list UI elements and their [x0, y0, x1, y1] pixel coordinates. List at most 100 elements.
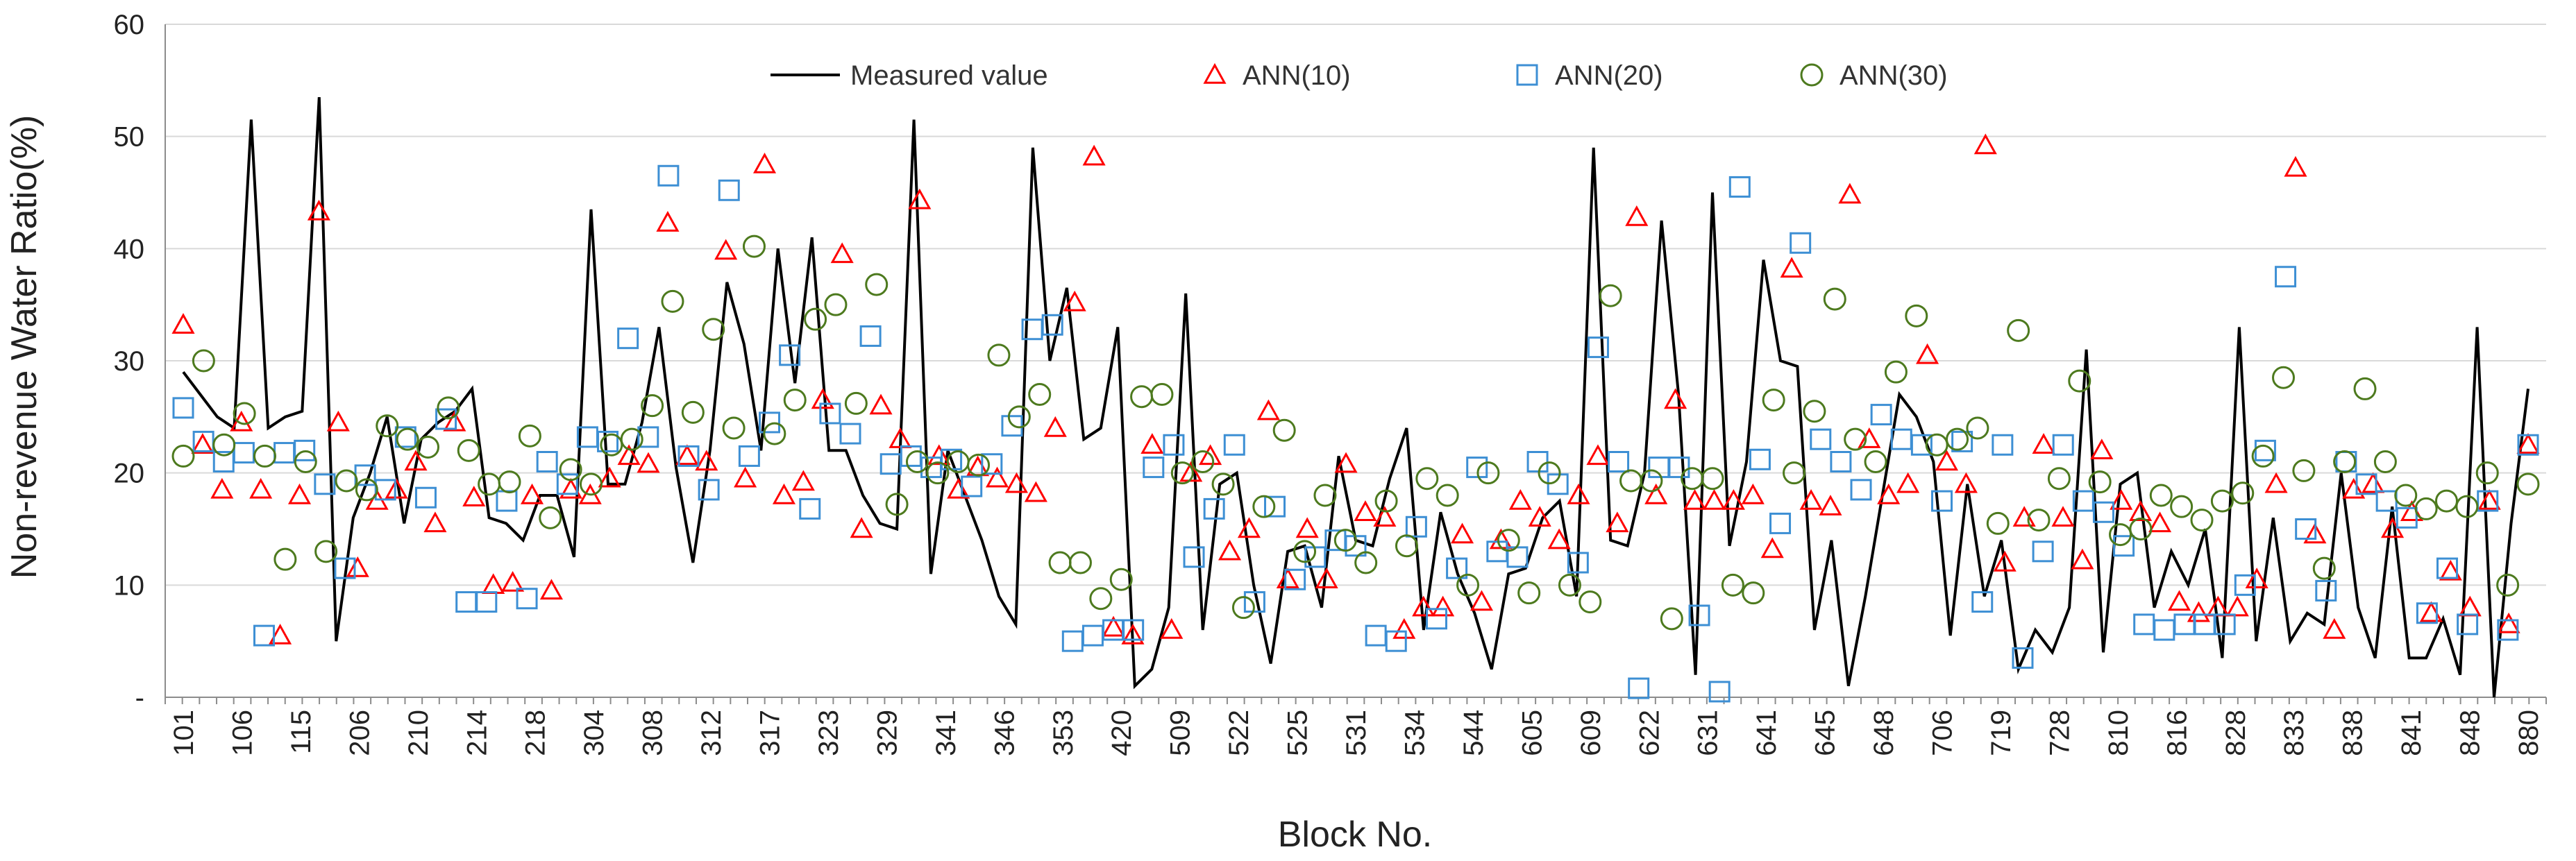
ann-10-point	[2148, 511, 2172, 533]
ann-30-point	[1231, 596, 1255, 620]
ann-30-point	[2007, 318, 2030, 342]
y-tick-label: 50	[114, 122, 145, 153]
y-tick-label: -	[135, 683, 144, 713]
ann-30-point	[2231, 481, 2255, 505]
ann-10-point	[346, 556, 369, 577]
ann-20-point	[597, 430, 619, 452]
ann-30-point	[824, 293, 848, 316]
ann-30-point	[1007, 405, 1031, 429]
legend-label: Measured value	[850, 60, 1048, 91]
ann-20-point	[1425, 608, 1447, 630]
ann-30-point	[987, 343, 1011, 367]
ann-20-point	[799, 497, 821, 520]
ann-10-point	[1644, 483, 1668, 504]
ann-20-point	[536, 451, 558, 472]
ann-30-point	[2129, 518, 2153, 540]
legend-swatch-marker	[1516, 64, 1538, 86]
ann-30-point	[1884, 360, 1908, 384]
ann-30-point	[1986, 511, 2010, 535]
ann-10-point	[2264, 472, 2288, 493]
ann-10-point	[734, 466, 757, 488]
ann-30-point	[1068, 551, 1092, 574]
ann-20-point	[374, 479, 396, 501]
ann-10-point	[249, 477, 273, 499]
ann-30-point	[2414, 497, 2438, 520]
ann-30-point	[1538, 461, 1561, 485]
ann-20-point	[759, 411, 780, 434]
ann-10-point	[927, 444, 951, 466]
ann-10-point	[695, 450, 718, 471]
ann-30-point	[661, 289, 684, 313]
ann-30-point	[2516, 472, 2540, 496]
ann-20-point	[637, 426, 659, 448]
x-tick-label: 848	[2455, 710, 2486, 756]
ann-30-point	[376, 414, 399, 438]
ann-30-point	[1170, 461, 1194, 485]
ann-10-point	[1140, 433, 1164, 454]
ann-30-point	[1109, 568, 1133, 591]
ann-20-point	[475, 591, 498, 613]
ann-20-point	[718, 179, 740, 201]
ann-10-point	[2110, 488, 2133, 510]
x-tick-label: 115	[286, 710, 317, 754]
ann-30-point	[1354, 551, 1378, 574]
ann-30-point	[539, 506, 562, 529]
ann-10-point	[1858, 427, 1881, 448]
x-tick-label: 525	[1283, 710, 1313, 756]
ann-30-point	[742, 235, 766, 258]
ann-30-point	[1762, 389, 1785, 412]
y-tick-label: 30	[114, 346, 145, 377]
ann-20-point	[516, 588, 538, 610]
ann-30-point	[2088, 470, 2112, 494]
ann-10-point	[1373, 506, 1397, 527]
ann-20-point	[698, 479, 720, 501]
ann-30-point	[2394, 484, 2418, 507]
x-tick-label: 353	[1048, 710, 1079, 756]
ann-20-point	[233, 442, 255, 464]
ann-10-point	[1276, 568, 1299, 588]
x-tick-label: 522	[1224, 710, 1254, 756]
ann-20-point	[1668, 457, 1690, 479]
ann-20-point	[738, 445, 760, 467]
ann-20-point	[839, 423, 861, 445]
ann-10-point	[850, 517, 873, 538]
ann-10-point	[1760, 537, 1784, 559]
ann-30-point	[437, 396, 460, 420]
ann-20-point	[1446, 557, 1468, 579]
ann-10-point	[1780, 257, 1803, 278]
ann-10-point	[1528, 506, 1551, 527]
ann-20-point	[2295, 518, 2317, 540]
y-tick-label: 20	[114, 459, 145, 489]
ann-10-point	[2129, 500, 2153, 521]
ann-10-point	[423, 511, 447, 533]
ann-10-point	[1838, 182, 1862, 204]
ann-10-point	[1004, 472, 1028, 493]
ann-20-point	[1870, 404, 1892, 426]
ann-20-point	[1243, 591, 1265, 613]
ann-30-point	[1191, 450, 1215, 473]
ann-20-point	[677, 445, 700, 467]
ann-30-point	[2455, 495, 2479, 518]
ann-10-point	[2090, 438, 2114, 460]
ann-20-point	[1951, 430, 1973, 452]
ann-30-point	[1374, 489, 1398, 513]
ann-10-point	[2225, 595, 2249, 617]
ann-30-point	[1966, 416, 1989, 440]
ann-10-point	[637, 452, 660, 473]
ann-30-point	[1313, 484, 1337, 507]
y-tick-labels: - 10 20 30 40 50 60	[114, 10, 145, 713]
x-tick-label: 706	[1928, 710, 1958, 756]
x-tick-label: 323	[814, 710, 844, 756]
ann-10-point	[2516, 433, 2540, 454]
ann-30-point	[355, 478, 378, 502]
ann-10-point	[617, 444, 641, 466]
x-tick-label: 206	[344, 710, 375, 756]
ann-20-point	[657, 164, 680, 187]
ann-30-point	[579, 472, 603, 496]
ann-10-point	[1973, 133, 1997, 155]
ann-10-point	[908, 188, 932, 210]
legend-label: ANN(30)	[1840, 60, 1948, 91]
x-tick-label: 531	[1341, 710, 1372, 756]
ann-10-point	[2477, 488, 2501, 510]
